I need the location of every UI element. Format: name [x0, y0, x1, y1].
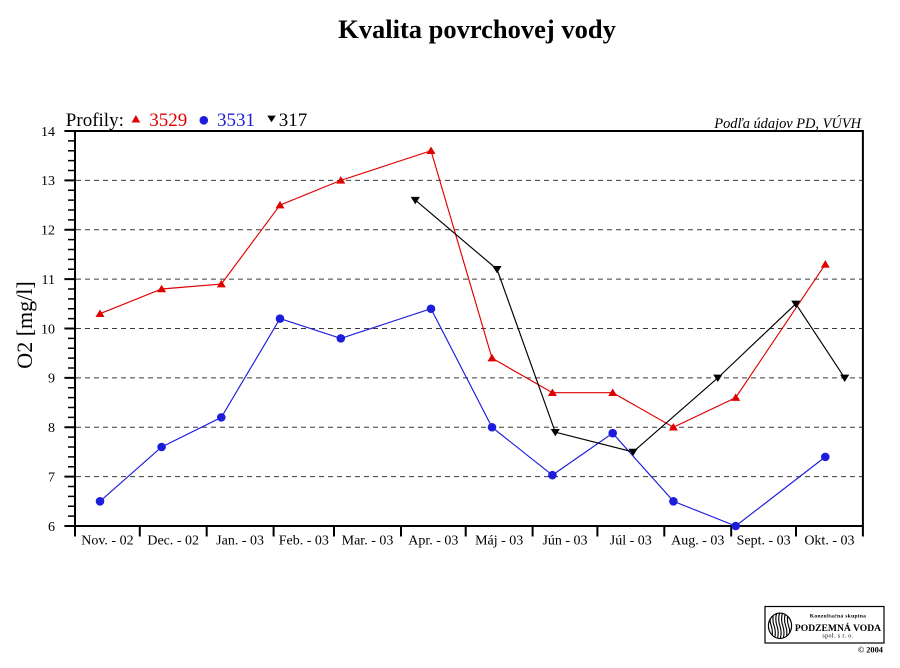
svg-text:spol. s r. o.: spol. s r. o. — [822, 634, 853, 640]
svg-text:Nov. - 02: Nov. - 02 — [81, 534, 133, 549]
svg-text:Jún - 03: Jún - 03 — [542, 534, 587, 549]
svg-text:13: 13 — [41, 174, 55, 189]
svg-text:6: 6 — [48, 520, 55, 535]
svg-text:14: 14 — [41, 125, 55, 140]
svg-text:Kvalita povrchovej vody: Kvalita povrchovej vody — [338, 14, 616, 44]
svg-text:Sept. - 03: Sept. - 03 — [737, 534, 791, 549]
svg-text:7: 7 — [48, 470, 55, 485]
svg-text:3529: 3529 — [149, 110, 187, 131]
svg-text:Feb. - 03: Feb. - 03 — [279, 534, 329, 549]
svg-text:Apr. - 03: Apr. - 03 — [408, 534, 458, 549]
svg-text:Jan. - 03: Jan. - 03 — [216, 534, 264, 549]
svg-text:O2 [mg/l]: O2 [mg/l] — [12, 281, 37, 368]
svg-text:10: 10 — [41, 322, 55, 337]
svg-text:PODZEMNÁ VODA: PODZEMNÁ VODA — [795, 622, 881, 634]
svg-text:Konzultačná skupina: Konzultačná skupina — [810, 614, 867, 620]
svg-text:© 2004: © 2004 — [858, 646, 884, 655]
svg-text:Okt. - 03: Okt. - 03 — [804, 534, 854, 549]
svg-text:Júl - 03: Júl - 03 — [610, 534, 652, 549]
svg-text:Profily:: Profily: — [66, 110, 124, 131]
svg-text:8: 8 — [48, 421, 55, 436]
svg-text:Máj - 03: Máj - 03 — [475, 534, 523, 549]
svg-text:Mar. - 03: Mar. - 03 — [342, 534, 394, 549]
svg-text:Dec. - 02: Dec. - 02 — [147, 534, 199, 549]
svg-text:3531: 3531 — [217, 110, 255, 131]
svg-text:317: 317 — [279, 110, 308, 131]
svg-text:9: 9 — [48, 372, 55, 387]
svg-text:Aug. - 03: Aug. - 03 — [671, 534, 724, 549]
svg-text:Podľa údajov PD, VÚVH: Podľa údajov PD, VÚVH — [713, 115, 862, 132]
svg-text:11: 11 — [42, 273, 55, 288]
svg-text:12: 12 — [41, 224, 55, 239]
